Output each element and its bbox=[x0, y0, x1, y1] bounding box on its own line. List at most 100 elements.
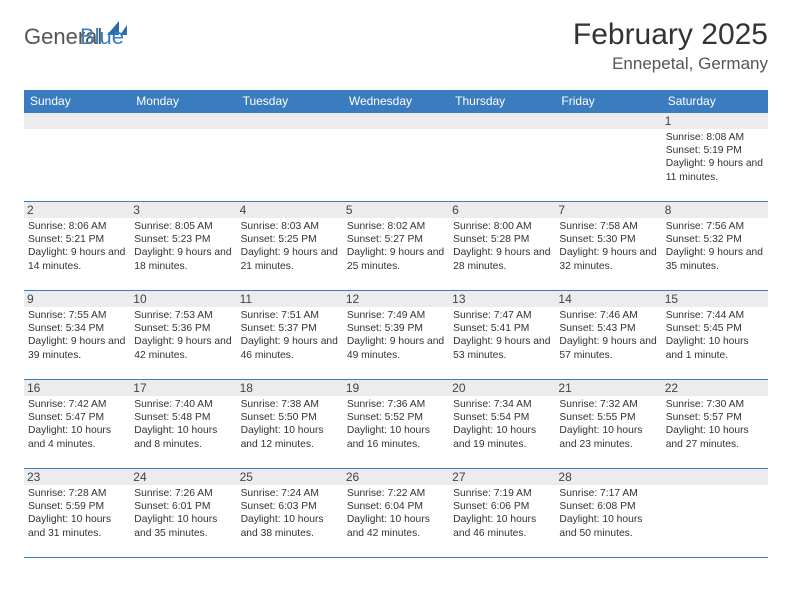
day-body: Sunrise: 7:24 AMSunset: 6:03 PMDaylight:… bbox=[241, 487, 339, 540]
sunset-text: Sunset: 6:08 PM bbox=[559, 500, 657, 513]
day-number: 25 bbox=[237, 469, 343, 485]
title-block: February 2025 Ennepetal, Germany bbox=[573, 18, 768, 74]
day-cell: 3 Sunrise: 8:05 AMSunset: 5:23 PMDaylight… bbox=[130, 202, 236, 290]
weekday-friday: Friday bbox=[555, 90, 661, 112]
daylight-text: Daylight: 9 hours and 28 minutes. bbox=[453, 246, 551, 272]
day-number: 19 bbox=[343, 380, 449, 396]
day-number: 9 bbox=[24, 291, 130, 307]
sunset-text: Sunset: 5:34 PM bbox=[28, 322, 126, 335]
day-body: Sunrise: 7:38 AMSunset: 5:50 PMDaylight:… bbox=[241, 398, 339, 451]
daylight-text: Daylight: 9 hours and 35 minutes. bbox=[666, 246, 764, 272]
day-number: 2 bbox=[24, 202, 130, 218]
day-body: Sunrise: 7:34 AMSunset: 5:54 PMDaylight:… bbox=[453, 398, 551, 451]
day-number: 13 bbox=[449, 291, 555, 307]
day-cell: 4Sunrise: 8:03 AMSunset: 5:25 PMDaylight… bbox=[237, 202, 343, 290]
day-number: 17 bbox=[130, 380, 236, 396]
day-cell: 20Sunrise: 7:34 AMSunset: 5:54 PMDayligh… bbox=[449, 380, 555, 468]
day-cell: 2Sunrise: 8:06 AMSunset: 5:21 PMDaylight… bbox=[24, 202, 130, 290]
day-number: 24 bbox=[130, 469, 236, 485]
day-body: Sunrise: 7:26 AMSunset: 6:01 PMDaylight:… bbox=[134, 487, 232, 540]
day-cell bbox=[662, 469, 768, 557]
daylight-text: Daylight: 10 hours and 16 minutes. bbox=[347, 424, 445, 450]
day-cell bbox=[449, 113, 555, 201]
daylight-text: Daylight: 10 hours and 8 minutes. bbox=[134, 424, 232, 450]
daylight-text: Daylight: 9 hours and 39 minutes. bbox=[28, 335, 126, 361]
daylight-text: Daylight: 10 hours and 4 minutes. bbox=[28, 424, 126, 450]
sunrise-text: Sunrise: 7:26 AM bbox=[134, 487, 232, 500]
daylight-text: Daylight: 10 hours and 27 minutes. bbox=[666, 424, 764, 450]
daylight-text: Daylight: 9 hours and 57 minutes. bbox=[559, 335, 657, 361]
daylight-text: Daylight: 9 hours and 42 minutes. bbox=[134, 335, 232, 361]
day-cell: 21Sunrise: 7:32 AMSunset: 5:55 PMDayligh… bbox=[555, 380, 661, 468]
day-number bbox=[662, 469, 768, 485]
calendar-week-row: 16Sunrise: 7:42 AMSunset: 5:47 PMDayligh… bbox=[24, 379, 768, 468]
day-cell: 8 Sunrise: 7:56 AMSunset: 5:32 PMDaylight… bbox=[662, 202, 768, 290]
daylight-text: Daylight: 10 hours and 1 minute. bbox=[666, 335, 764, 361]
header: General Blue February 2025 Ennepetal, Ge… bbox=[24, 18, 768, 74]
day-number: 27 bbox=[449, 469, 555, 485]
daylight-text: Daylight: 10 hours and 46 minutes. bbox=[453, 513, 551, 539]
daylight-text: Daylight: 9 hours and 14 minutes. bbox=[28, 246, 126, 272]
page-title: February 2025 bbox=[573, 18, 768, 52]
calendar-grid: Sunday Monday Tuesday Wednesday Thursday… bbox=[24, 90, 768, 558]
sunset-text: Sunset: 5:37 PM bbox=[241, 322, 339, 335]
sunrise-text: Sunrise: 8:00 AM bbox=[453, 220, 551, 233]
day-body: Sunrise: 7:47 AMSunset: 5:41 PMDaylight:… bbox=[453, 309, 551, 362]
sunset-text: Sunset: 5:45 PM bbox=[666, 322, 764, 335]
day-body: Sunrise: 7:56 AMSunset: 5:32 PMDaylight:… bbox=[666, 220, 764, 273]
day-cell: 16Sunrise: 7:42 AMSunset: 5:47 PMDayligh… bbox=[24, 380, 130, 468]
day-body: Sunrise: 7:58 AMSunset: 5:30 PMDaylight:… bbox=[559, 220, 657, 273]
day-cell: 1Sunrise: 8:08 AMSunset: 5:19 PMDaylight… bbox=[662, 113, 768, 201]
weekday-saturday: Saturday bbox=[662, 90, 768, 112]
sunset-text: Sunset: 5:39 PM bbox=[347, 322, 445, 335]
day-number bbox=[130, 113, 236, 129]
sunrise-text: Sunrise: 7:56 AM bbox=[666, 220, 764, 233]
day-cell: 25 Sunrise: 7:24 AMSunset: 6:03 PMDayligh… bbox=[237, 469, 343, 557]
day-body: Sunrise: 7:49 AMSunset: 5:39 PMDaylight:… bbox=[347, 309, 445, 362]
day-cell: 10 Sunrise: 7:53 AMSunset: 5:36 PMDayligh… bbox=[130, 291, 236, 379]
day-number bbox=[24, 113, 130, 129]
day-cell: 17 Sunrise: 7:40 AMSunset: 5:48 PMDayligh… bbox=[130, 380, 236, 468]
sunset-text: Sunset: 5:54 PM bbox=[453, 411, 551, 424]
day-body: Sunrise: 8:05 AMSunset: 5:23 PMDaylight:… bbox=[134, 220, 232, 273]
calendar-week-row: 2Sunrise: 8:06 AMSunset: 5:21 PMDaylight… bbox=[24, 201, 768, 290]
day-body: Sunrise: 7:19 AMSunset: 6:06 PMDaylight:… bbox=[453, 487, 551, 540]
day-cell: 22Sunrise: 7:30 AMSunset: 5:57 PMDayligh… bbox=[662, 380, 768, 468]
day-body: Sunrise: 7:40 AMSunset: 5:48 PMDaylight:… bbox=[134, 398, 232, 451]
calendar-week-row: 1Sunrise: 8:08 AMSunset: 5:19 PMDaylight… bbox=[24, 112, 768, 201]
sunrise-text: Sunrise: 7:30 AM bbox=[666, 398, 764, 411]
day-body: Sunrise: 7:46 AMSunset: 5:43 PMDaylight:… bbox=[559, 309, 657, 362]
day-body: Sunrise: 7:30 AMSunset: 5:57 PMDaylight:… bbox=[666, 398, 764, 451]
day-body: Sunrise: 8:08 AMSunset: 5:19 PMDaylight:… bbox=[666, 131, 764, 184]
sunset-text: Sunset: 5:36 PM bbox=[134, 322, 232, 335]
day-number: 21 bbox=[555, 380, 661, 396]
day-cell: 14Sunrise: 7:46 AMSunset: 5:43 PMDayligh… bbox=[555, 291, 661, 379]
day-number: 8 bbox=[662, 202, 768, 218]
day-number bbox=[555, 113, 661, 129]
daylight-text: Daylight: 9 hours and 46 minutes. bbox=[241, 335, 339, 361]
daylight-text: Daylight: 9 hours and 21 minutes. bbox=[241, 246, 339, 272]
day-number: 3 bbox=[130, 202, 236, 218]
day-number: 28 bbox=[555, 469, 661, 485]
sunset-text: Sunset: 5:27 PM bbox=[347, 233, 445, 246]
sunrise-text: Sunrise: 8:03 AM bbox=[241, 220, 339, 233]
sunrise-text: Sunrise: 7:38 AM bbox=[241, 398, 339, 411]
day-cell: 24 Sunrise: 7:26 AMSunset: 6:01 PMDayligh… bbox=[130, 469, 236, 557]
sunrise-text: Sunrise: 8:08 AM bbox=[666, 131, 764, 144]
sunrise-text: Sunrise: 7:19 AM bbox=[453, 487, 551, 500]
sunrise-text: Sunrise: 7:46 AM bbox=[559, 309, 657, 322]
sunset-text: Sunset: 5:32 PM bbox=[666, 233, 764, 246]
sunrise-text: Sunrise: 7:53 AM bbox=[134, 309, 232, 322]
day-cell: 11Sunrise: 7:51 AMSunset: 5:37 PMDayligh… bbox=[237, 291, 343, 379]
day-cell: 12Sunrise: 7:49 AMSunset: 5:39 PMDayligh… bbox=[343, 291, 449, 379]
sunrise-text: Sunrise: 7:55 AM bbox=[28, 309, 126, 322]
sunrise-text: Sunrise: 7:40 AM bbox=[134, 398, 232, 411]
day-cell: 7Sunrise: 7:58 AMSunset: 5:30 PMDaylight… bbox=[555, 202, 661, 290]
day-number: 10 bbox=[130, 291, 236, 307]
day-body: Sunrise: 8:00 AMSunset: 5:28 PMDaylight:… bbox=[453, 220, 551, 273]
weekday-sunday: Sunday bbox=[24, 90, 130, 112]
sunset-text: Sunset: 5:52 PM bbox=[347, 411, 445, 424]
location-subtitle: Ennepetal, Germany bbox=[573, 54, 768, 74]
sunset-text: Sunset: 5:23 PM bbox=[134, 233, 232, 246]
calendar-week-row: 9Sunrise: 7:55 AMSunset: 5:34 PMDaylight… bbox=[24, 290, 768, 379]
